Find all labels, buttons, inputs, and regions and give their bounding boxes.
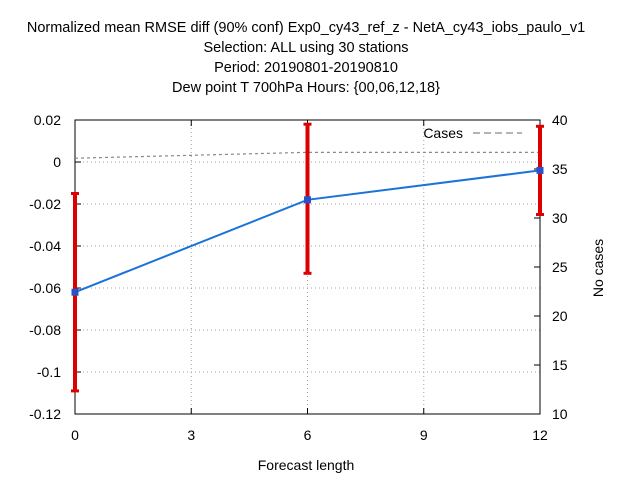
title-line-4: Dew point T 700hPa Hours: {00,06,12,18} bbox=[172, 80, 440, 96]
x-tick-label: 6 bbox=[304, 427, 312, 443]
x-tick-label: 3 bbox=[187, 427, 195, 443]
x-tick-label: 9 bbox=[420, 427, 428, 443]
y-tick-label: -0.08 bbox=[29, 322, 61, 338]
y2-tick-label: 40 bbox=[552, 112, 568, 128]
y2-tick-label: 25 bbox=[552, 259, 568, 275]
title-line-3: Period: 20190801-20190810 bbox=[214, 60, 398, 76]
y2-tick-label: 30 bbox=[552, 210, 568, 226]
x-tick-label: 12 bbox=[532, 427, 548, 443]
x-tick-label: 0 bbox=[71, 427, 79, 443]
data-point bbox=[304, 196, 311, 204]
series-layer bbox=[71, 122, 544, 393]
y2-axis-label: No cases bbox=[590, 239, 606, 297]
y-tick-label: -0.1 bbox=[37, 364, 61, 380]
x-axis-label: Forecast length bbox=[258, 457, 355, 473]
y-tick-label: 0.02 bbox=[34, 112, 61, 128]
title-line-1: Normalized mean RMSE diff (90% conf) Exp… bbox=[26, 20, 586, 36]
y-tick-label: 0 bbox=[53, 154, 61, 170]
y-tick-label: -0.02 bbox=[29, 196, 61, 212]
data-point bbox=[71, 288, 79, 296]
y-tick-label: -0.06 bbox=[29, 280, 61, 296]
y2-tick-label: 35 bbox=[552, 161, 568, 177]
y-tick-label: -0.04 bbox=[29, 238, 61, 254]
y2-tick-label: 15 bbox=[552, 357, 568, 373]
y2-tick-label: 20 bbox=[552, 308, 568, 324]
legend-label-cases: Cases bbox=[423, 125, 463, 141]
title-line-2: Selection: ALL using 30 stations bbox=[203, 40, 409, 56]
axis-ticks: -0.12 -0.1 -0.08 -0.06 -0.04 -0.02 0 0.02 0 3 6 9 12… bbox=[29, 112, 568, 443]
y2-tick-label: 10 bbox=[552, 406, 568, 422]
data-point bbox=[536, 166, 544, 174]
chart-title: Normalized mean RMSE diff (90% conf) Exp… bbox=[0, 18, 612, 98]
legend: Cases bbox=[423, 125, 522, 141]
y-tick-label: -0.12 bbox=[29, 406, 61, 422]
